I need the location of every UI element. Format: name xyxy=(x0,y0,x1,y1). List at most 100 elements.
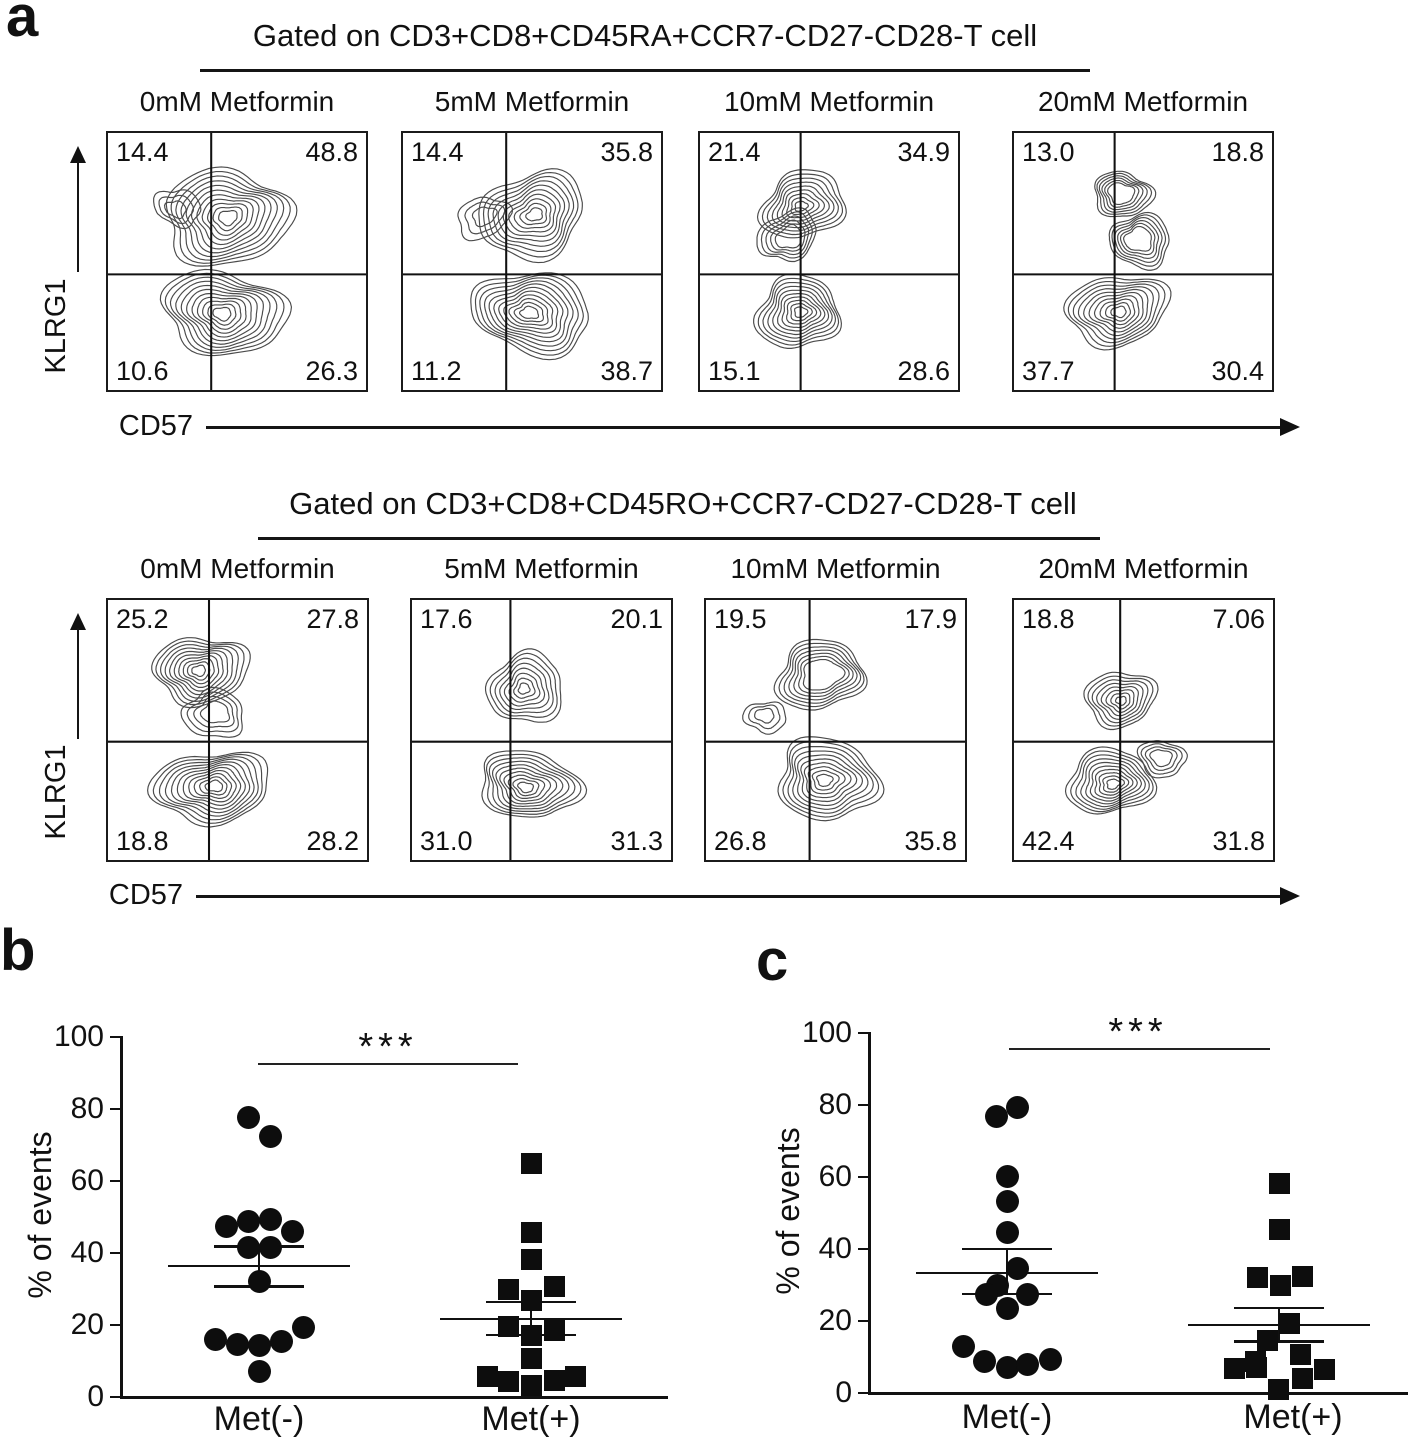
gate-title-underline xyxy=(200,69,1090,72)
gate-title-cd45ro: Gated on CD3+CD8+CD45RO+CCR7-CD27-CD28-T… xyxy=(289,486,1077,521)
flow-plot-title: 5mM Metformin xyxy=(434,86,630,117)
flow-plot-1-2: 19.5 17.9 26.8 35.8 xyxy=(704,598,967,862)
data-point-circle xyxy=(995,1221,1019,1245)
quadrant-value-top-right: 20.1 xyxy=(610,604,663,634)
data-point-square xyxy=(1291,1265,1313,1287)
data-point-circle xyxy=(236,1105,260,1129)
panel-b-category-met-plus: Met(+) xyxy=(481,1400,581,1438)
flow-plot-title: 0mM Metformin xyxy=(140,553,335,584)
data-point-circle xyxy=(1005,1256,1029,1280)
data-point-square xyxy=(1313,1358,1335,1380)
y-axis-tick xyxy=(110,1395,120,1399)
flow-plot-0-3: 13.0 18.8 37.7 30.4 xyxy=(1012,131,1274,392)
y-tick-label: 80 xyxy=(70,1092,104,1125)
x-axis-label-cd57: CD57 xyxy=(118,410,194,442)
quadrant-value-top-right: 7.06 xyxy=(1212,604,1265,634)
quadrant-value-bottom-left: 11.2 xyxy=(411,356,462,386)
data-point-square xyxy=(1246,1266,1268,1288)
quadrant-value-bottom-right: 31.3 xyxy=(610,826,663,856)
data-point-square xyxy=(1267,1379,1289,1401)
y-axis-tick xyxy=(858,1391,868,1395)
data-point-square xyxy=(543,1320,565,1342)
y-axis-line xyxy=(120,1036,123,1398)
quadrant-value-top-left: 14.4 xyxy=(411,137,464,167)
quadrant-value-top-right: 48.8 xyxy=(305,137,358,167)
data-point-circle xyxy=(291,1315,315,1339)
quadrant-value-top-left: 14.4 xyxy=(116,137,169,167)
y-axis-tick xyxy=(858,1319,868,1323)
data-point-square xyxy=(520,1347,542,1369)
y-tick-label: 40 xyxy=(70,1236,104,1269)
quadrant-value-top-left: 18.8 xyxy=(1022,604,1075,634)
y-tick-label: 40 xyxy=(818,1232,852,1265)
data-point-square xyxy=(1256,1330,1278,1352)
quadrant-value-bottom-left: 26.8 xyxy=(714,826,767,856)
quadrant-value-top-left: 25.2 xyxy=(116,604,169,634)
x-axis-line xyxy=(868,1392,1408,1395)
panel-c-significance-stars: *** xyxy=(1108,1011,1168,1053)
quadrant-value-bottom-right: 35.8 xyxy=(904,826,957,856)
contour-plot-svg xyxy=(108,600,367,860)
data-point-circle xyxy=(1038,1347,1062,1371)
data-point-circle xyxy=(247,1334,271,1358)
y-axis-tick xyxy=(858,1103,868,1107)
flow-plot-0-0: 14.4 48.8 10.6 26.3 xyxy=(106,131,368,392)
cd57-axis-arrowhead-icon xyxy=(1280,418,1300,436)
significance-line xyxy=(1009,1048,1270,1050)
quadrant-value-bottom-left: 10.6 xyxy=(116,356,169,386)
quadrant-value-bottom-right: 31.8 xyxy=(1212,826,1265,856)
contour-plot-svg xyxy=(108,133,366,390)
x-axis-line xyxy=(120,1396,668,1399)
contour-plot-svg xyxy=(706,600,965,860)
data-point-square xyxy=(1289,1344,1311,1366)
quadrant-value-bottom-left: 37.7 xyxy=(1022,356,1075,386)
sem-upper-bar xyxy=(962,1248,1052,1251)
data-point-square xyxy=(1291,1367,1313,1389)
data-point-circle xyxy=(995,1190,1019,1214)
contour-plot-svg xyxy=(700,133,958,390)
y-tick-label: 60 xyxy=(70,1164,104,1197)
flow-plot-0-2: 21.4 34.9 15.1 28.6 xyxy=(698,131,960,392)
quadrant-value-top-left: 21.4 xyxy=(708,137,761,167)
data-point-circle xyxy=(247,1269,271,1293)
flow-plot-title: 20mM Metformin xyxy=(1037,86,1249,117)
data-point-circle xyxy=(258,1208,282,1232)
significance-line xyxy=(258,1063,518,1065)
quadrant-value-bottom-right: 28.6 xyxy=(897,356,950,386)
quadrant-value-top-left: 13.0 xyxy=(1022,137,1075,167)
panel-b-significance-stars: *** xyxy=(358,1026,418,1068)
y-axis-tick xyxy=(110,1179,120,1183)
quadrant-value-top-left: 19.5 xyxy=(714,604,767,634)
y-tick-label: 80 xyxy=(818,1088,852,1121)
data-point-circle xyxy=(951,1335,975,1359)
data-point-square xyxy=(497,1278,519,1300)
data-point-square xyxy=(543,1275,565,1297)
sem-lower-bar xyxy=(962,1292,1052,1296)
quadrant-value-top-right: 34.9 xyxy=(897,137,950,167)
quadrant-value-top-right: 35.8 xyxy=(600,137,653,167)
data-point-circle xyxy=(247,1359,271,1383)
data-point-square xyxy=(520,1325,542,1347)
data-point-circle xyxy=(258,1124,282,1148)
y-tick-label: 100 xyxy=(53,1020,104,1053)
klrg1-axis-arrow-line xyxy=(76,628,79,739)
data-point-circle xyxy=(972,1349,996,1373)
data-point-square xyxy=(520,1153,542,1175)
y-axis-tick xyxy=(110,1323,120,1327)
y-axis-tick xyxy=(110,1251,120,1255)
y-tick-label: 20 xyxy=(70,1308,104,1341)
data-point-circle xyxy=(280,1219,304,1243)
data-point-circle xyxy=(1005,1096,1029,1120)
quadrant-value-bottom-left: 42.4 xyxy=(1022,826,1075,856)
contour-plot-svg xyxy=(403,133,661,390)
flow-plot-title: 20mM Metformin xyxy=(1038,553,1249,584)
quadrant-value-top-right: 18.8 xyxy=(1211,137,1264,167)
quadrant-value-bottom-right: 28.2 xyxy=(306,826,359,856)
quadrant-value-bottom-right: 30.4 xyxy=(1211,356,1264,386)
panel-b-category-met-minus: Met(-) xyxy=(213,1400,305,1438)
contour-plot-svg xyxy=(412,600,671,860)
data-point-square xyxy=(1268,1219,1290,1241)
y-axis-tick xyxy=(858,1031,868,1035)
